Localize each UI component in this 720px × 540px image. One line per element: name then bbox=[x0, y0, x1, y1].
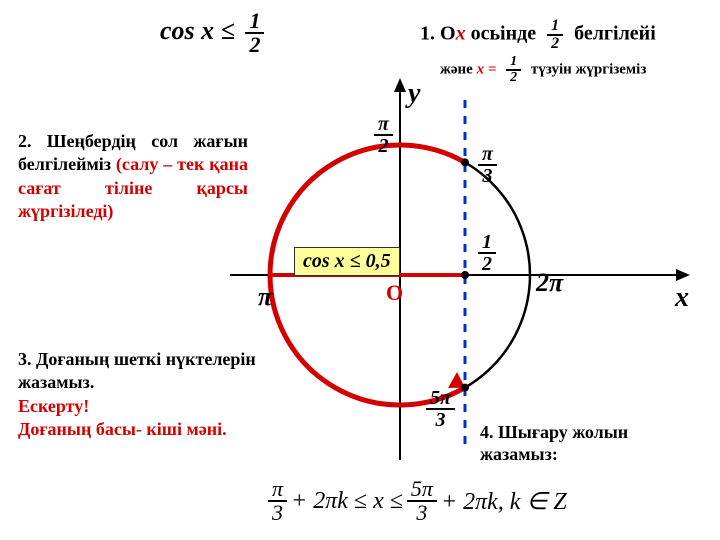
sub-x: x = bbox=[477, 61, 497, 77]
step1-prefix: 1. О bbox=[420, 23, 456, 45]
dot-intersection-bottom bbox=[461, 384, 469, 392]
step1-subtext: және x = 1 2 түзуін жүргіземіз bbox=[440, 55, 646, 85]
pi-label: π bbox=[258, 282, 272, 312]
five-pi-over-3-label: 5π 3 bbox=[426, 388, 455, 430]
x-axis-arrow bbox=[676, 269, 690, 281]
ans-frac2-num: 5π bbox=[407, 478, 437, 502]
ineq-frac-den: 2 bbox=[245, 34, 264, 56]
step4-line2: жазамыз: bbox=[480, 444, 628, 466]
sub-frac-num: 1 bbox=[506, 55, 521, 71]
dot-x-half-on-axis bbox=[461, 271, 469, 279]
answer-inequality: π 3 + 2πk ≤ x ≤ 5π 3 + 2πk, k ∈ Z bbox=[268, 478, 567, 524]
ans-mid1: + 2πk ≤ x ≤ bbox=[291, 488, 403, 515]
ans-frac1-den: 3 bbox=[268, 502, 287, 524]
step1-frac-den: 2 bbox=[547, 36, 563, 52]
step1-tail: белгілейі bbox=[574, 23, 656, 45]
ans-mid2: + 2πk, k ∈ Z bbox=[441, 487, 567, 516]
pi-over-2-label: π 2 bbox=[374, 114, 393, 156]
ans-frac2-den: 3 bbox=[412, 502, 431, 524]
ans-frac1-num: π bbox=[268, 478, 287, 502]
step4-text: 4. Шығару жолын жазамыз: bbox=[480, 422, 628, 465]
step3-warn1: Ескерту! bbox=[18, 395, 268, 418]
pi-over-3-label: π 3 bbox=[478, 144, 497, 186]
step3-line1: 3. Доғаның шеткі нүктелерін жазамыз. bbox=[18, 348, 268, 395]
y-axis-label: y bbox=[408, 78, 420, 110]
two-pi-label: 2π bbox=[536, 268, 563, 298]
header-inequality: cos x ≤ 1 2 bbox=[160, 10, 264, 56]
step3-warn2: Доғаның басы- кіші мәні. bbox=[18, 418, 268, 441]
step3-text: 3. Доғаның шеткі нүктелерін жазамыз. Еск… bbox=[18, 348, 268, 442]
dot-intersection-top bbox=[461, 158, 469, 166]
ineq-frac-num: 1 bbox=[245, 10, 264, 34]
sub-tail: түзуін жүргіземіз bbox=[531, 61, 646, 77]
step2-text: 2. Шеңбердің сол жағын белгілейміз (салу… bbox=[18, 130, 248, 224]
ineq-lhs: cos x ≤ bbox=[160, 16, 235, 45]
step1-x: x bbox=[456, 23, 466, 45]
x-axis-label: x bbox=[675, 282, 689, 314]
cos-box: cos x ≤ 0,5 bbox=[294, 247, 400, 276]
y-axis-arrow bbox=[394, 78, 406, 92]
step1-frac-num: 1 bbox=[547, 18, 563, 36]
one-half-label: 1 2 bbox=[478, 232, 496, 274]
step1-rest: осьінде bbox=[466, 23, 537, 45]
sub-prefix: және bbox=[440, 61, 477, 77]
origin-label: O bbox=[386, 280, 403, 306]
step4-line1: 4. Шығару жолын bbox=[480, 422, 628, 444]
step1-text: 1. Оx осьінде 1 2 белгілейі bbox=[420, 18, 656, 52]
sub-frac-den: 2 bbox=[506, 71, 521, 85]
